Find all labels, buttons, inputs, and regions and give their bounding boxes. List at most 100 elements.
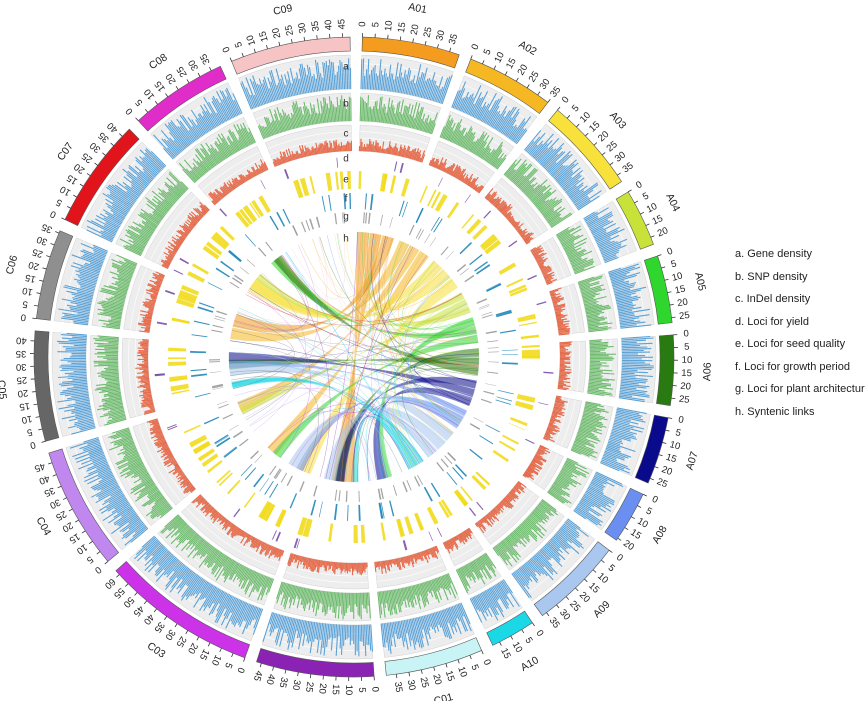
locus-d-c04: [166, 424, 177, 429]
tick-mark-a09: [584, 578, 588, 583]
locus-f-c09: [343, 193, 347, 210]
locus-e-a02: [446, 202, 460, 219]
locus-e-c08: [239, 208, 253, 225]
locus-e-c01: [414, 512, 425, 531]
syntenic-link-line: [229, 360, 478, 377]
track-grid-c05: [134, 339, 144, 415]
tick-label-c04: 40: [37, 472, 51, 486]
chromosome-label-c05: C05: [0, 379, 9, 399]
tick-mark-a02: [537, 91, 541, 96]
locus-g-c08: [258, 247, 267, 257]
track-grid-a08: [538, 453, 558, 487]
syntenic-link-line: [365, 415, 412, 482]
tick-mark-a08: [617, 537, 622, 541]
tick-label-c08: 25: [175, 64, 190, 79]
tick-label-c04: 0: [92, 564, 103, 576]
tick-mark-c01: [469, 655, 472, 660]
ideogram-a08: [604, 487, 644, 541]
tick-label-c09: 20: [270, 27, 283, 40]
track-grid-a02: [436, 146, 491, 178]
legend-item-loci-plant-architecture: g. Loci for plant architecture: [735, 383, 865, 395]
tick-label-c08: 15: [153, 79, 168, 94]
tick-label-a04: 20: [656, 225, 670, 239]
syntenic-link-line: [357, 358, 479, 482]
locus-e-a05: [517, 313, 536, 323]
syntenic-link-line: [253, 272, 307, 432]
locus-g-c06: [214, 315, 226, 320]
track-grid-c01: [376, 557, 442, 576]
tick-mark-c03: [116, 574, 120, 578]
tick-label-a07: 5: [674, 427, 682, 439]
track-grid-a09: [482, 489, 529, 535]
tick-label-c05: 15: [19, 400, 31, 412]
locus-g-c06: [212, 324, 224, 329]
tick-mark-c07: [61, 217, 66, 220]
syntenic-link-line: [357, 232, 470, 323]
locus-g-c03: [269, 465, 277, 476]
locus-g-c05: [209, 359, 221, 361]
track-grid-c07: [155, 200, 201, 264]
tick-label-c06: 10: [21, 285, 34, 298]
locus-g-c03: [286, 475, 293, 487]
histogram-c-a03: [484, 187, 534, 245]
tick-mark-c02: [272, 666, 274, 671]
locus-f-a09: [446, 471, 458, 486]
syntenic-link-line: [401, 274, 453, 435]
locus-e-c03: [226, 479, 241, 495]
tick-mark-c02: [297, 672, 299, 677]
histogram-b-c07: [119, 171, 189, 257]
histogram-c-a05: [549, 287, 571, 336]
locus-f-c07: [220, 260, 235, 272]
tick-label-c09: 35: [310, 20, 322, 32]
tick-mark-c03: [207, 642, 211, 647]
locus-e-c04: [197, 448, 215, 462]
tick-label-c07: 0: [49, 208, 59, 220]
tick-mark-c09: [278, 41, 281, 46]
chromosome-label-c07: C07: [55, 140, 76, 163]
locus-g-a03: [459, 268, 469, 276]
tick-label-c05: 30: [16, 361, 27, 372]
histogram-c-a09: [474, 480, 527, 534]
locus-f-a02: [415, 207, 424, 223]
locus-g-c01: [377, 488, 382, 500]
tick-label-a10: 5: [522, 635, 534, 645]
tick-mark-a02: [526, 84, 530, 89]
locus-g-a09: [436, 461, 445, 472]
tick-mark-c09: [266, 44, 268, 50]
tick-label-a01: 20: [409, 23, 422, 35]
locus-e-c06: [178, 289, 198, 301]
locus-e-c05: [168, 361, 187, 367]
tick-mark-a09: [546, 612, 550, 617]
locus-g-a07: [485, 383, 497, 386]
histogram-a-a04: [583, 207, 628, 264]
tick-label-c09: 45: [336, 19, 347, 30]
histogram-a-c01: [380, 602, 472, 654]
locus-f-c04: [223, 446, 237, 457]
tick-mark-a04: [627, 189, 632, 193]
track-grid-a09: [526, 533, 589, 595]
tick-mark-c01: [457, 659, 460, 664]
tick-label-c04: 5: [84, 553, 95, 565]
histogram-b-a06: [587, 339, 616, 396]
locus-f-c09: [321, 196, 326, 212]
locus-f-c09: [328, 194, 332, 211]
locus-e-c06: [176, 298, 195, 308]
locus-g-c03: [273, 468, 281, 479]
tick-label-a05: 25: [679, 310, 691, 322]
locus-g-c03: [280, 472, 288, 483]
tick-mark-a08: [642, 493, 647, 497]
track-grid-a04: [535, 247, 554, 283]
track-grid-c05: [96, 335, 107, 425]
locus-d-a04: [527, 274, 537, 281]
locus-g-c01: [406, 479, 412, 491]
tick-mark-c04: [75, 519, 79, 523]
locus-e-c06: [171, 317, 190, 324]
syntenic-link-line: [238, 323, 475, 407]
locus-g-c02: [338, 490, 341, 502]
tick-label-c07: 5: [54, 196, 64, 208]
locus-e-c02: [328, 523, 334, 542]
tick-mark-c05: [41, 440, 46, 443]
syntenic-link-a05: [273, 334, 479, 459]
track-bg-c-c09: [264, 124, 352, 167]
